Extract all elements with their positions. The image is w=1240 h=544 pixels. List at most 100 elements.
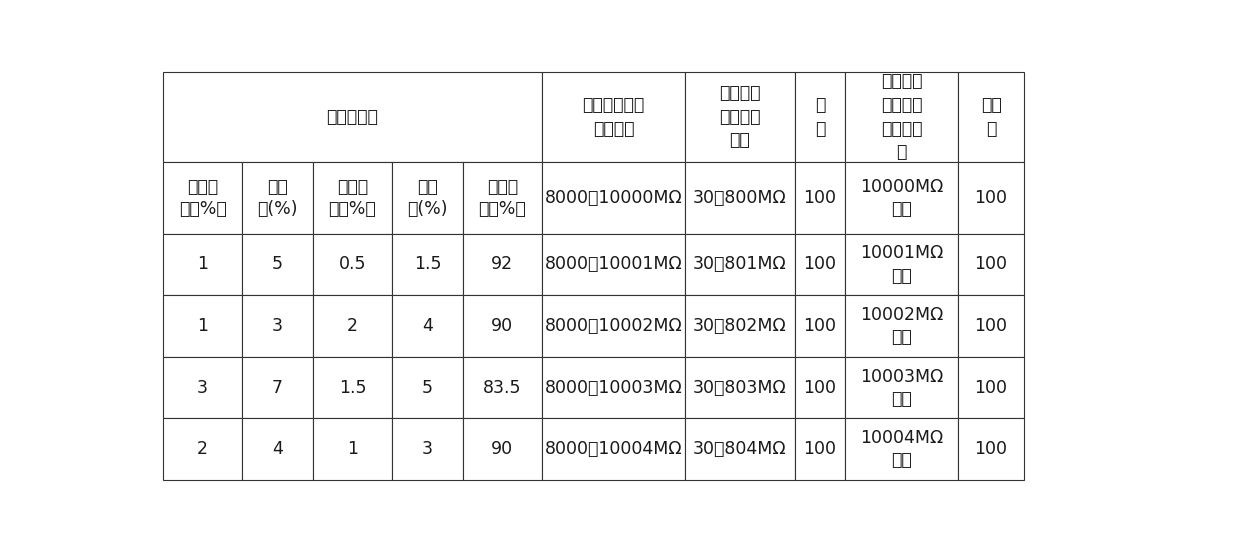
Bar [162, 72, 542, 162]
Bar [243, 162, 312, 234]
Bar [542, 418, 684, 480]
Bar [243, 357, 312, 418]
Text: 丁二酮
肟（%）: 丁二酮 肟（%） [329, 178, 377, 218]
Bar [844, 234, 959, 295]
Bar [795, 357, 844, 418]
Bar [795, 72, 844, 162]
Text: 5: 5 [272, 256, 283, 274]
Bar [844, 72, 959, 162]
Bar [684, 162, 795, 234]
Text: 100: 100 [804, 317, 837, 335]
Text: 碳酸
钠(%): 碳酸 钠(%) [257, 178, 298, 218]
Text: 氢氧化
钠（%）: 氢氧化 钠（%） [179, 178, 227, 218]
Text: 5: 5 [422, 379, 433, 397]
Bar [795, 234, 844, 295]
Bar [542, 357, 684, 418]
Text: 7: 7 [272, 379, 283, 397]
Bar [162, 357, 243, 418]
Text: 30〜800MΩ: 30〜800MΩ [693, 189, 786, 207]
Text: 2: 2 [197, 440, 208, 458]
Text: 100: 100 [804, 189, 837, 207]
Text: 100: 100 [975, 440, 1008, 458]
Bar [392, 234, 463, 295]
Text: 10004MΩ
以上: 10004MΩ 以上 [861, 429, 944, 469]
Bar [463, 418, 542, 480]
Text: 30〜801MΩ: 30〜801MΩ [693, 256, 786, 274]
Bar [162, 234, 243, 295]
Text: 10000MΩ
以上: 10000MΩ 以上 [861, 178, 944, 218]
Text: 90: 90 [491, 317, 513, 335]
Text: 1: 1 [347, 440, 358, 458]
Bar [243, 295, 312, 357]
Text: 1.5: 1.5 [339, 379, 366, 397]
Bar [959, 72, 1024, 162]
Text: 92: 92 [491, 256, 513, 274]
Bar [542, 72, 684, 162]
Bar [312, 162, 392, 234]
Text: 100: 100 [804, 440, 837, 458]
Text: 3: 3 [422, 440, 433, 458]
Text: 1.5: 1.5 [414, 256, 441, 274]
Text: 表面处理液: 表面处理液 [326, 108, 378, 126]
Bar [684, 72, 795, 162]
Text: 8000〜10000MΩ: 8000〜10000MΩ [544, 189, 682, 207]
Bar [162, 162, 243, 234]
Bar [959, 162, 1024, 234]
Text: 镀后绝缘
电阻检测
结果: 镀后绝缘 电阻检测 结果 [719, 84, 760, 149]
Text: 83.5: 83.5 [484, 379, 522, 397]
Text: 8000〜10003MΩ: 8000〜10003MΩ [544, 379, 682, 397]
Bar [844, 418, 959, 480]
Text: 100: 100 [975, 189, 1008, 207]
Text: 8000〜10001MΩ: 8000〜10001MΩ [544, 256, 682, 274]
Text: 数
量: 数 量 [815, 96, 825, 138]
Bar [959, 418, 1024, 480]
Text: 4: 4 [422, 317, 433, 335]
Bar [463, 234, 542, 295]
Bar [795, 418, 844, 480]
Text: 合格
数: 合格 数 [981, 96, 1002, 138]
Bar [959, 234, 1024, 295]
Bar [463, 162, 542, 234]
Text: 经过本发
明处理后
的绝缘电
阻: 经过本发 明处理后 的绝缘电 阻 [880, 72, 923, 161]
Text: 去离子
水（%）: 去离子 水（%） [479, 178, 526, 218]
Bar [959, 357, 1024, 418]
Bar [392, 162, 463, 234]
Bar [312, 295, 392, 357]
Bar [162, 418, 243, 480]
Text: 100: 100 [975, 256, 1008, 274]
Bar [542, 295, 684, 357]
Bar [684, 234, 795, 295]
Bar [844, 357, 959, 418]
Text: 4: 4 [272, 440, 283, 458]
Bar [959, 295, 1024, 357]
Bar [392, 357, 463, 418]
Bar [312, 357, 392, 418]
Bar [243, 418, 312, 480]
Bar [392, 295, 463, 357]
Bar [463, 295, 542, 357]
Bar [392, 418, 463, 480]
Text: 2: 2 [347, 317, 358, 335]
Bar [312, 418, 392, 480]
Bar [684, 357, 795, 418]
Text: 3: 3 [197, 379, 208, 397]
Text: 30〜802MΩ: 30〜802MΩ [693, 317, 786, 335]
Text: 双氧
水(%): 双氧 水(%) [407, 178, 448, 218]
Text: 1: 1 [197, 256, 208, 274]
Text: 0.5: 0.5 [339, 256, 366, 274]
Text: 10002MΩ
以上: 10002MΩ 以上 [861, 306, 944, 346]
Text: 30〜803MΩ: 30〜803MΩ [693, 379, 786, 397]
Bar [684, 295, 795, 357]
Text: 1: 1 [197, 317, 208, 335]
Bar [463, 357, 542, 418]
Bar [162, 295, 243, 357]
Bar [542, 234, 684, 295]
Bar [312, 234, 392, 295]
Bar [243, 234, 312, 295]
Text: 8000〜10004MΩ: 8000〜10004MΩ [544, 440, 682, 458]
Text: 10003MΩ
以上: 10003MΩ 以上 [861, 368, 944, 407]
Text: 90: 90 [491, 440, 513, 458]
Text: 100: 100 [804, 379, 837, 397]
Bar [542, 162, 684, 234]
Bar [795, 162, 844, 234]
